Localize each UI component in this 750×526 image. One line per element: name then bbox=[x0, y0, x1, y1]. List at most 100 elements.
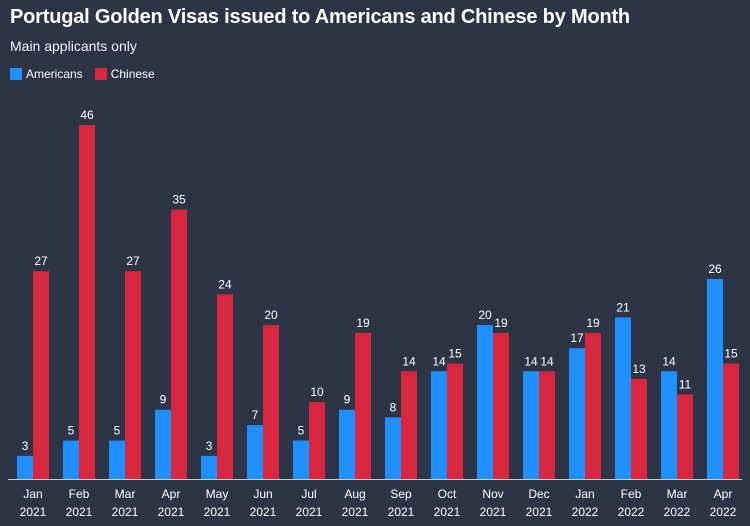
bar-americans-5[interactable] bbox=[247, 425, 263, 479]
legend-label-americans: Americans bbox=[26, 67, 83, 81]
legend-item-americans[interactable]: Americans bbox=[10, 67, 83, 81]
x-tick-year-2: 2021 bbox=[112, 505, 139, 519]
bar-chinese-6[interactable] bbox=[309, 402, 325, 479]
x-tick-month-2: Mar bbox=[115, 487, 136, 501]
bar-chinese-7[interactable] bbox=[355, 332, 371, 479]
data-label-chinese-7: 19 bbox=[356, 316, 370, 330]
bar-chinese-15[interactable] bbox=[723, 363, 739, 479]
data-label-chinese-1: 46 bbox=[80, 108, 94, 122]
x-tick-year-7: 2021 bbox=[342, 505, 369, 519]
bar-americans-3[interactable] bbox=[155, 409, 171, 479]
data-label-americans-11: 14 bbox=[524, 354, 538, 368]
legend-swatch-chinese bbox=[94, 68, 107, 80]
x-tick-year-12: 2022 bbox=[572, 505, 599, 519]
x-tick-month-9: Oct bbox=[438, 487, 457, 501]
x-tick-year-10: 2021 bbox=[480, 505, 507, 519]
bar-chinese-1[interactable] bbox=[79, 125, 95, 479]
x-tick-year-15: 2022 bbox=[710, 505, 737, 519]
x-tick-month-6: Jul bbox=[301, 487, 316, 501]
data-label-americans-9: 14 bbox=[432, 354, 446, 368]
bar-americans-13[interactable] bbox=[615, 317, 631, 479]
x-tick-month-1: Feb bbox=[69, 487, 90, 501]
data-label-americans-7: 9 bbox=[344, 393, 351, 407]
data-label-chinese-10: 19 bbox=[494, 316, 508, 330]
data-label-americans-8: 8 bbox=[390, 400, 397, 414]
data-label-americans-1: 5 bbox=[68, 424, 75, 438]
legend: Americans Chinese bbox=[10, 67, 167, 81]
x-tick-month-7: Aug bbox=[344, 487, 365, 501]
data-label-chinese-12: 19 bbox=[586, 316, 600, 330]
data-label-chinese-15: 15 bbox=[724, 347, 738, 361]
data-label-americans-5: 7 bbox=[252, 408, 259, 422]
x-tick-month-12: Jan bbox=[575, 487, 594, 501]
bar-americans-7[interactable] bbox=[339, 409, 355, 479]
bar-americans-1[interactable] bbox=[63, 440, 79, 479]
x-tick-month-10: Nov bbox=[482, 487, 503, 501]
x-tick-year-13: 2022 bbox=[618, 505, 645, 519]
bar-americans-8[interactable] bbox=[385, 417, 401, 479]
x-tick-month-3: Apr bbox=[162, 487, 181, 501]
bar-chinese-8[interactable] bbox=[401, 371, 417, 479]
data-label-chinese-3: 35 bbox=[172, 193, 186, 207]
bar-americans-12[interactable] bbox=[569, 348, 585, 479]
bar-chinese-2[interactable] bbox=[125, 271, 141, 479]
x-tick-month-8: Sep bbox=[390, 487, 412, 501]
data-label-americans-4: 3 bbox=[206, 439, 213, 453]
data-label-chinese-0: 27 bbox=[34, 254, 48, 268]
x-tick-month-11: Dec bbox=[528, 487, 549, 501]
x-tick-year-1: 2021 bbox=[66, 505, 93, 519]
data-label-chinese-5: 20 bbox=[264, 308, 278, 322]
bar-chinese-5[interactable] bbox=[263, 325, 279, 479]
data-label-chinese-8: 14 bbox=[402, 354, 416, 368]
bar-americans-15[interactable] bbox=[707, 278, 723, 479]
bar-chinese-12[interactable] bbox=[585, 332, 601, 479]
x-tick-month-0: Jan bbox=[23, 487, 42, 501]
legend-item-chinese[interactable]: Chinese bbox=[94, 67, 155, 81]
data-label-chinese-11: 14 bbox=[540, 354, 554, 368]
bar-chinese-3[interactable] bbox=[171, 209, 187, 480]
x-tick-year-11: 2021 bbox=[526, 505, 553, 519]
bar-chinese-4[interactable] bbox=[217, 294, 233, 479]
data-label-americans-15: 26 bbox=[708, 262, 722, 276]
data-label-chinese-4: 24 bbox=[218, 277, 232, 291]
legend-swatch-americans bbox=[10, 68, 22, 80]
data-label-chinese-6: 10 bbox=[310, 385, 324, 399]
x-tick-year-3: 2021 bbox=[158, 505, 185, 519]
bar-americans-14[interactable] bbox=[661, 371, 677, 479]
bar-chinese-10[interactable] bbox=[493, 332, 509, 479]
data-label-americans-13: 21 bbox=[616, 300, 630, 314]
x-tick-year-9: 2021 bbox=[434, 505, 461, 519]
bar-americans-11[interactable] bbox=[523, 371, 539, 479]
data-label-chinese-13: 13 bbox=[632, 362, 646, 376]
data-label-chinese-14: 11 bbox=[679, 377, 692, 391]
x-tick-month-14: Mar bbox=[667, 487, 688, 501]
x-tick-month-13: Feb bbox=[621, 487, 642, 501]
x-tick-year-8: 2021 bbox=[388, 505, 415, 519]
x-tick-year-14: 2022 bbox=[664, 505, 691, 519]
bar-americans-6[interactable] bbox=[293, 440, 309, 479]
x-tick-month-4: May bbox=[206, 487, 229, 501]
bar-americans-9[interactable] bbox=[431, 371, 447, 479]
data-label-americans-6: 5 bbox=[298, 424, 305, 438]
chart-title: Portugal Golden Visas issued to American… bbox=[10, 6, 630, 28]
legend-label-chinese: Chinese bbox=[110, 67, 155, 81]
bar-chinese-14[interactable] bbox=[677, 394, 693, 479]
data-label-chinese-2: 27 bbox=[126, 254, 140, 268]
data-label-americans-12: 17 bbox=[570, 331, 584, 345]
bar-chinese-0[interactable] bbox=[33, 271, 49, 479]
bar-americans-0[interactable] bbox=[17, 455, 33, 479]
data-label-americans-10: 20 bbox=[478, 308, 492, 322]
x-tick-year-0: 2021 bbox=[20, 505, 47, 519]
data-label-americans-0: 3 bbox=[22, 439, 29, 453]
bar-chinese-11[interactable] bbox=[539, 371, 555, 479]
x-tick-month-5: Jun bbox=[253, 487, 272, 501]
bar-americans-10[interactable] bbox=[477, 325, 493, 479]
bar-americans-4[interactable] bbox=[201, 455, 217, 479]
bar-chinese-13[interactable] bbox=[631, 378, 647, 479]
bar-chinese-9[interactable] bbox=[447, 363, 463, 479]
data-label-americans-14: 14 bbox=[662, 354, 676, 368]
bar-americans-2[interactable] bbox=[109, 440, 125, 479]
chart-subtitle: Main applicants only bbox=[10, 38, 137, 54]
